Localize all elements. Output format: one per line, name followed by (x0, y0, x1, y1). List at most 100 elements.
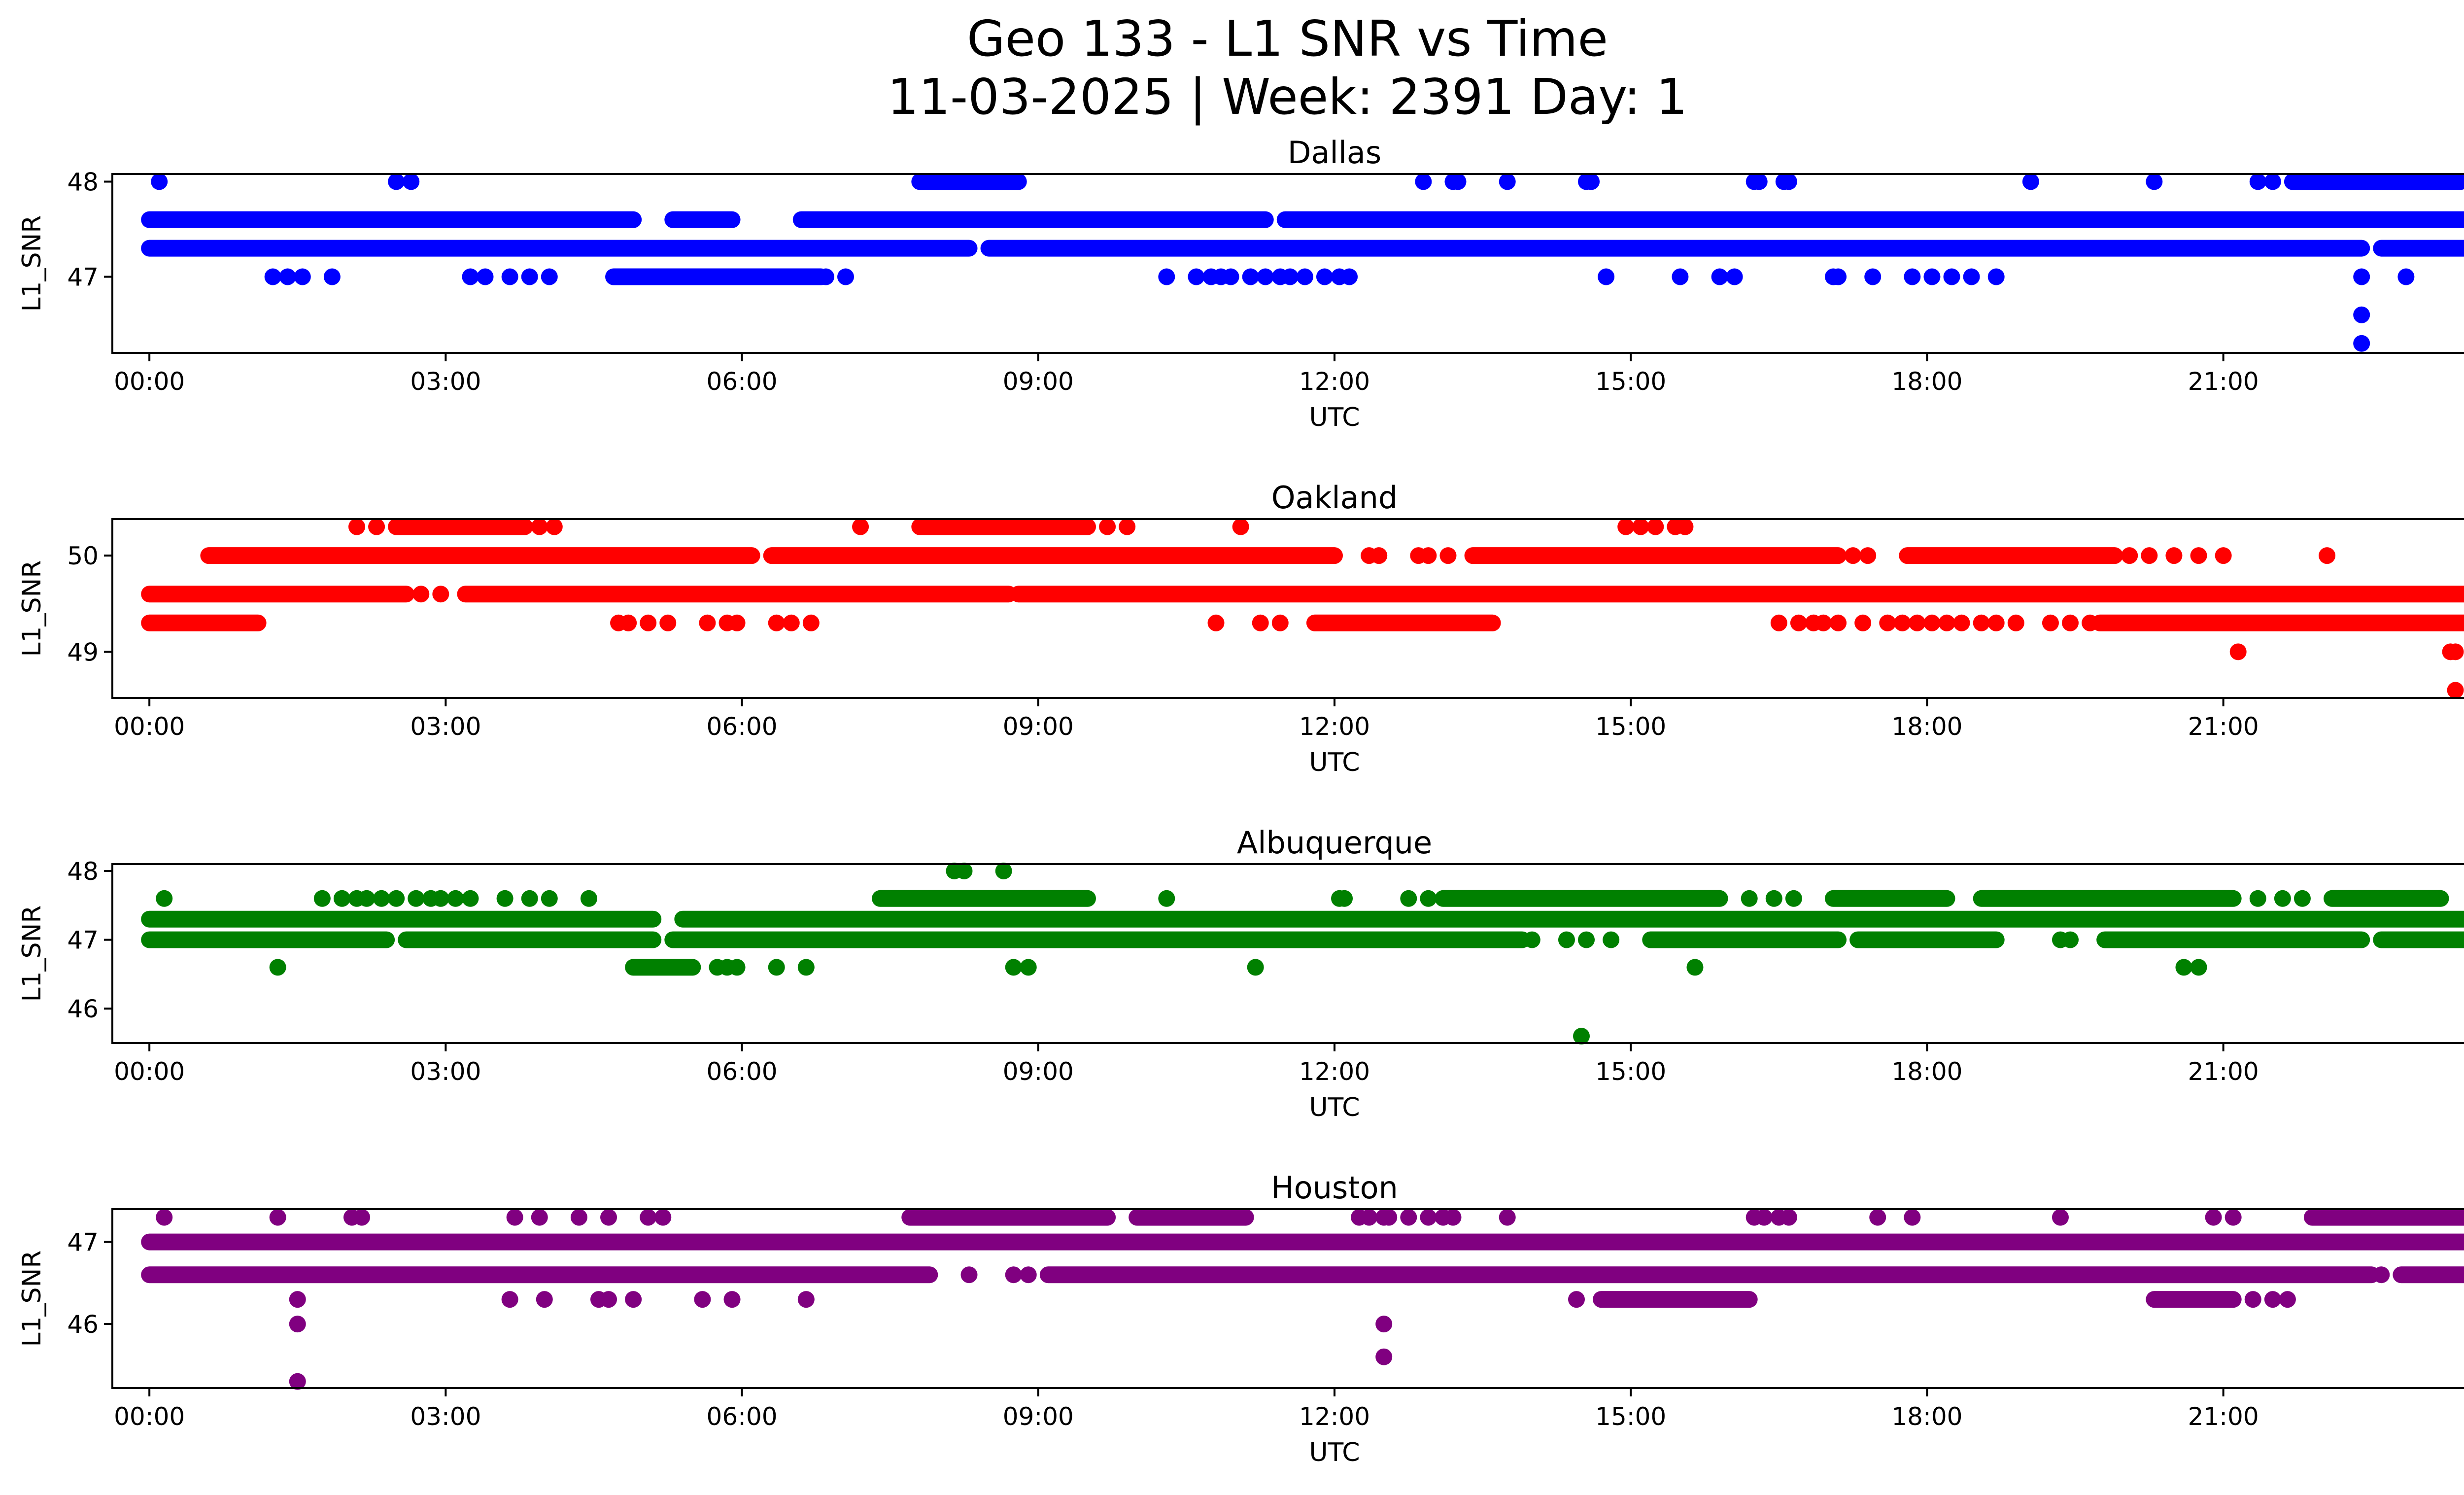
data-point (1247, 959, 1264, 976)
data-point (151, 173, 168, 190)
data-point-run (141, 586, 415, 603)
data-point (817, 268, 834, 285)
data-point (353, 1209, 371, 1226)
y-tick-label: 46 (67, 1310, 99, 1339)
data-point-run (141, 211, 642, 228)
x-tick-label: 09:00 (1003, 1057, 1074, 1086)
data-points-dallas (141, 173, 2464, 352)
data-point (1755, 1209, 1773, 1226)
data-point-run (1276, 211, 2464, 228)
data-point (1987, 268, 2005, 285)
data-point (1375, 1348, 1393, 1365)
data-point (501, 268, 518, 285)
data-point (1672, 268, 1689, 285)
data-point (2319, 547, 2336, 564)
data-point (768, 614, 785, 631)
data-point (541, 268, 558, 285)
data-point (2190, 547, 2207, 564)
x-tick-label: 15:00 (1595, 712, 1666, 741)
x-tick-label: 21:00 (2188, 1057, 2259, 1086)
data-point (2293, 890, 2311, 907)
data-point (1400, 1209, 1417, 1226)
x-tick-label: 18:00 (1891, 712, 1962, 741)
data-point (2062, 931, 2079, 948)
x-tick-label: 12:00 (1299, 367, 1370, 396)
figure-title: Geo 133 - L1 SNR vs Time 11-03-2025 | We… (0, 10, 2464, 126)
y-axis-label-albuquerque: L1_SNR (17, 905, 47, 1002)
data-point (462, 268, 479, 285)
y-tick-label: 47 (67, 1228, 99, 1257)
subplot-dallas: Dallas 00:00 03:00 06:00 09:00 12:00 15:00 18:0… (17, 135, 2464, 432)
data-points-albuquerque (141, 862, 2464, 1045)
data-point (546, 518, 563, 535)
data-point (2205, 1209, 2222, 1226)
data-point-run (605, 268, 829, 285)
subplot-oakland: Oakland 00:00 03:00 06:00 09:00 12:00 15:00 18:… (17, 480, 2464, 777)
data-point (348, 518, 365, 535)
data-point (1099, 518, 1116, 535)
data-point-run (141, 240, 978, 257)
data-point-run (1973, 890, 2242, 907)
data-point (1845, 547, 1862, 564)
data-point (2229, 643, 2247, 661)
x-tick-label: 06:00 (707, 712, 778, 741)
x-tick-label: 06:00 (707, 1402, 778, 1431)
data-point (1439, 547, 1457, 564)
data-point (1815, 614, 1832, 631)
data-point (1780, 173, 1797, 190)
x-tick-label: 00:00 (114, 1057, 185, 1086)
figure-title-line2: 11-03-2025 | Week: 2391 Day: 1 (887, 68, 1688, 126)
data-point (313, 890, 331, 907)
data-point (1005, 1266, 1022, 1284)
data-point (269, 1209, 286, 1226)
data-point-run (1825, 890, 1955, 907)
data-point (156, 890, 173, 907)
data-point-run (200, 547, 760, 564)
data-point (1711, 268, 1728, 285)
subplot-title-dallas: Dallas (1288, 135, 1381, 171)
data-point (1188, 268, 1205, 285)
data-point (1420, 890, 1437, 907)
data-point (521, 268, 538, 285)
x-tick-label: 18:00 (1891, 367, 1962, 396)
data-point (2264, 1291, 2281, 1308)
data-point (1232, 518, 1249, 535)
data-point (1252, 614, 1269, 631)
data-point (570, 1209, 587, 1226)
y-tick-label: 46 (67, 995, 99, 1023)
data-point (289, 1373, 306, 1390)
subplot-title-houston: Houston (1271, 1170, 1398, 1206)
data-point (506, 1209, 523, 1226)
x-tick-label: 15:00 (1595, 367, 1666, 396)
subplot-title-albuquerque: Albuquerque (1237, 825, 1432, 861)
x-tick-label: 06:00 (707, 1057, 778, 1086)
x-tick-label: 12:00 (1299, 712, 1370, 741)
data-point (496, 890, 513, 907)
data-point (2447, 682, 2464, 699)
data-point (2082, 614, 2099, 631)
data-point-run (1464, 547, 1847, 564)
data-point (2175, 959, 2192, 976)
data-point (1923, 268, 1941, 285)
data-point (462, 890, 479, 907)
data-point-run (141, 614, 267, 631)
data-point-run (2146, 1291, 2242, 1308)
data-point (1499, 1209, 1516, 1226)
data-point-run (2304, 1209, 2464, 1226)
data-point (2141, 547, 2158, 564)
subplot-albuquerque: Albuquerque 00:00 03:00 06:00 09:00 12:00 15:0… (17, 825, 2464, 1122)
data-point-run (1129, 1209, 1254, 1226)
data-point (531, 518, 548, 535)
data-point (1854, 614, 1872, 631)
data-point (852, 518, 869, 535)
data-point (388, 890, 405, 907)
data-point (2353, 335, 2370, 352)
data-point (358, 890, 376, 907)
x-tick-label: 21:00 (2188, 1402, 2259, 1431)
data-point-run (763, 547, 1343, 564)
data-point (1904, 268, 1921, 285)
data-point-run (1642, 931, 1847, 948)
data-point (368, 518, 385, 535)
data-point (960, 1266, 978, 1284)
data-point (1207, 614, 1225, 631)
